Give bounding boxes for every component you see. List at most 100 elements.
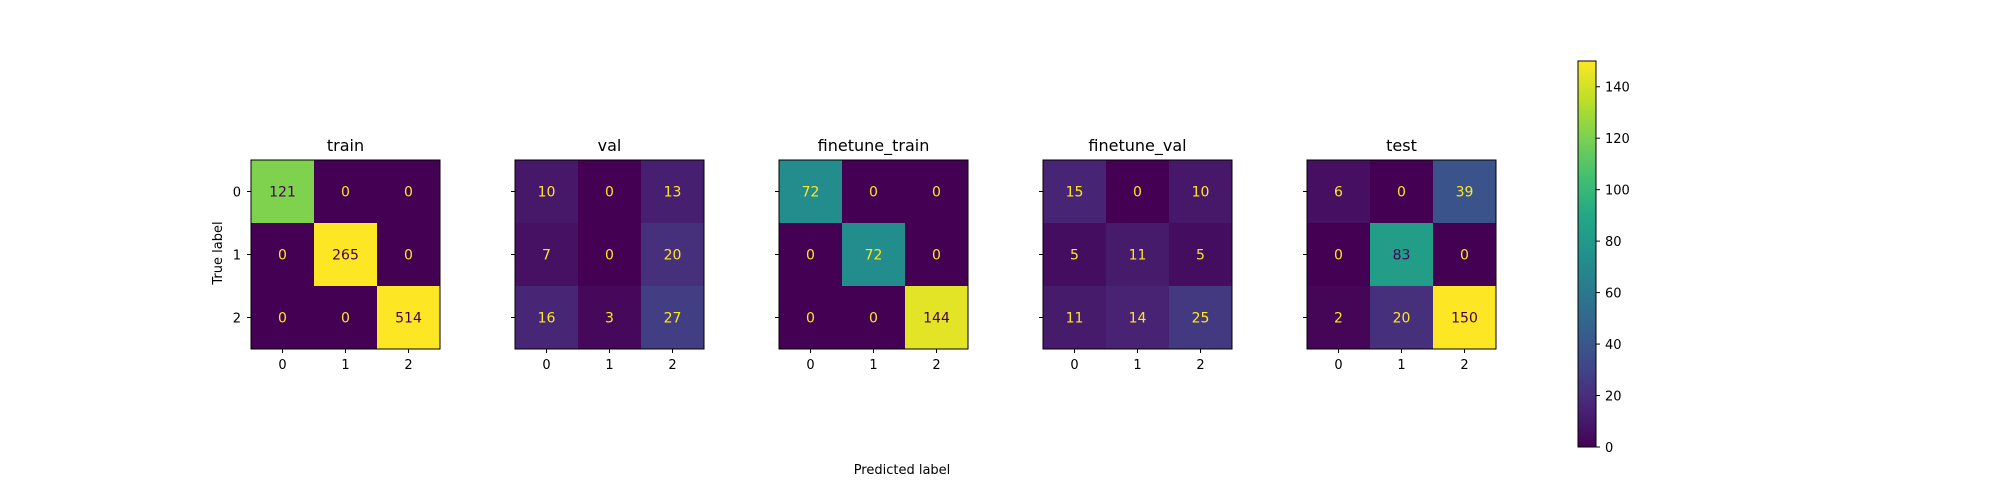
x-axis-label: Predicted label — [854, 463, 951, 478]
heatmap-cell — [1169, 223, 1232, 286]
panel-finetune_val: finetune_val 15 0 10 5 11 5 11 14 25 0 1 2 — [1039, 136, 1233, 373]
x-tick-label: 0 — [278, 358, 286, 373]
colorbar-tick-label: 40 — [1605, 338, 1622, 353]
heatmap-cell — [842, 223, 905, 286]
heatmap-cell — [1106, 160, 1169, 223]
cell-value: 0 — [404, 185, 413, 201]
colorbar-gradient — [1578, 61, 1596, 447]
heatmap-cell — [1370, 286, 1433, 349]
cell-value: 0 — [341, 185, 350, 201]
cell-value: 27 — [664, 311, 682, 327]
heatmap-cell — [1307, 160, 1370, 223]
cell-value: 0 — [605, 185, 614, 201]
heatmap-cell — [779, 286, 842, 349]
cell-value: 0 — [1397, 185, 1406, 201]
heatmap-cell — [1043, 286, 1106, 349]
cell-value: 2 — [1334, 311, 1343, 327]
heatmap-cell — [1433, 286, 1496, 349]
cell-value: 16 — [538, 311, 556, 327]
x-tick-label: 1 — [605, 358, 613, 373]
heatmap-cell — [1370, 160, 1433, 223]
heatmap-cell — [1169, 160, 1232, 223]
colorbar-tick-label: 60 — [1605, 287, 1622, 302]
colorbar-tick-label: 80 — [1605, 235, 1622, 250]
cell-value: 7 — [542, 248, 551, 264]
y-tick-label: 2 — [233, 312, 241, 327]
cell-value: 83 — [1393, 248, 1411, 264]
panel-val: val 10 0 13 7 0 20 16 3 27 0 1 2 — [511, 136, 705, 373]
cell-value: 10 — [538, 185, 556, 201]
cell-value: 0 — [806, 311, 815, 327]
heatmap-cell — [1043, 160, 1106, 223]
panel-title: finetune_train — [818, 136, 930, 156]
heatmap-cell — [1433, 223, 1496, 286]
heatmap-cell — [641, 160, 704, 223]
heatmap-cell — [578, 286, 641, 349]
heatmap-cell — [842, 286, 905, 349]
heatmap-cell — [578, 223, 641, 286]
x-tick-label: 2 — [1460, 358, 1468, 373]
heatmap-cell — [842, 160, 905, 223]
cell-value: 5 — [1196, 248, 1205, 264]
x-tick-label: 0 — [806, 358, 814, 373]
cell-value: 121 — [269, 185, 296, 201]
cell-value: 150 — [1451, 311, 1478, 327]
cell-value: 72 — [802, 185, 820, 201]
cell-value: 11 — [1129, 248, 1147, 264]
y-axis-label: True label — [211, 221, 226, 285]
cell-value: 265 — [332, 248, 359, 264]
x-tick-label: 2 — [668, 358, 676, 373]
heatmap-cell — [251, 160, 314, 223]
cell-value: 72 — [865, 248, 883, 264]
panel-title: val — [598, 136, 622, 155]
x-tick-label: 2 — [1196, 358, 1204, 373]
heatmap-cell — [314, 223, 377, 286]
cell-value: 144 — [923, 311, 950, 327]
heatmap-cell — [905, 286, 968, 349]
colorbar-tick-label: 140 — [1605, 81, 1630, 96]
panel-title: train — [327, 136, 364, 155]
panel-title: finetune_val — [1088, 136, 1186, 156]
colorbar-frame — [1577, 60, 1597, 448]
cell-value: 0 — [932, 248, 941, 264]
cell-value: 0 — [605, 248, 614, 264]
x-tick-label: 1 — [869, 358, 877, 373]
x-tick-label: 1 — [1397, 358, 1405, 373]
cell-value: 514 — [395, 311, 422, 327]
heatmap-cell — [779, 223, 842, 286]
colorbar: 0 20 40 60 80 100 120 140 — [1577, 60, 1630, 456]
x-tick-label: 0 — [1070, 358, 1078, 373]
colorbar-tick-label: 100 — [1605, 184, 1630, 199]
cell-value: 3 — [605, 311, 614, 327]
cell-value: 39 — [1456, 185, 1474, 201]
heatmap-cell — [314, 160, 377, 223]
heatmap-cell — [1433, 160, 1496, 223]
cell-value: 0 — [278, 311, 287, 327]
heatmap-cell — [1106, 286, 1169, 349]
heatmap-cell — [905, 223, 968, 286]
cell-value: 10 — [1192, 185, 1210, 201]
y-tick-label: 1 — [233, 249, 241, 264]
panel-finetune_train: finetune_train 72 0 0 0 72 0 0 0 144 0 1 2 — [775, 136, 969, 373]
heatmap-cell — [578, 160, 641, 223]
cell-value: 0 — [1460, 248, 1469, 264]
x-tick-label: 0 — [1334, 358, 1342, 373]
cell-value: 0 — [869, 311, 878, 327]
cell-value: 14 — [1129, 311, 1147, 327]
cell-value: 20 — [1393, 311, 1411, 327]
cell-value: 0 — [1133, 185, 1142, 201]
heatmap-cell — [515, 286, 578, 349]
cell-value: 0 — [1334, 248, 1343, 264]
colorbar-tick-label: 0 — [1605, 441, 1613, 456]
x-tick-label: 0 — [542, 358, 550, 373]
colorbar-tick-label: 120 — [1605, 132, 1630, 147]
heatmap-cell — [251, 223, 314, 286]
x-tick-label: 2 — [404, 358, 412, 373]
x-tick-label: 1 — [1133, 358, 1141, 373]
x-tick-label: 2 — [932, 358, 940, 373]
heatmap-cell — [314, 286, 377, 349]
colorbar-tick-label: 20 — [1605, 390, 1622, 405]
heatmap-cell — [515, 160, 578, 223]
